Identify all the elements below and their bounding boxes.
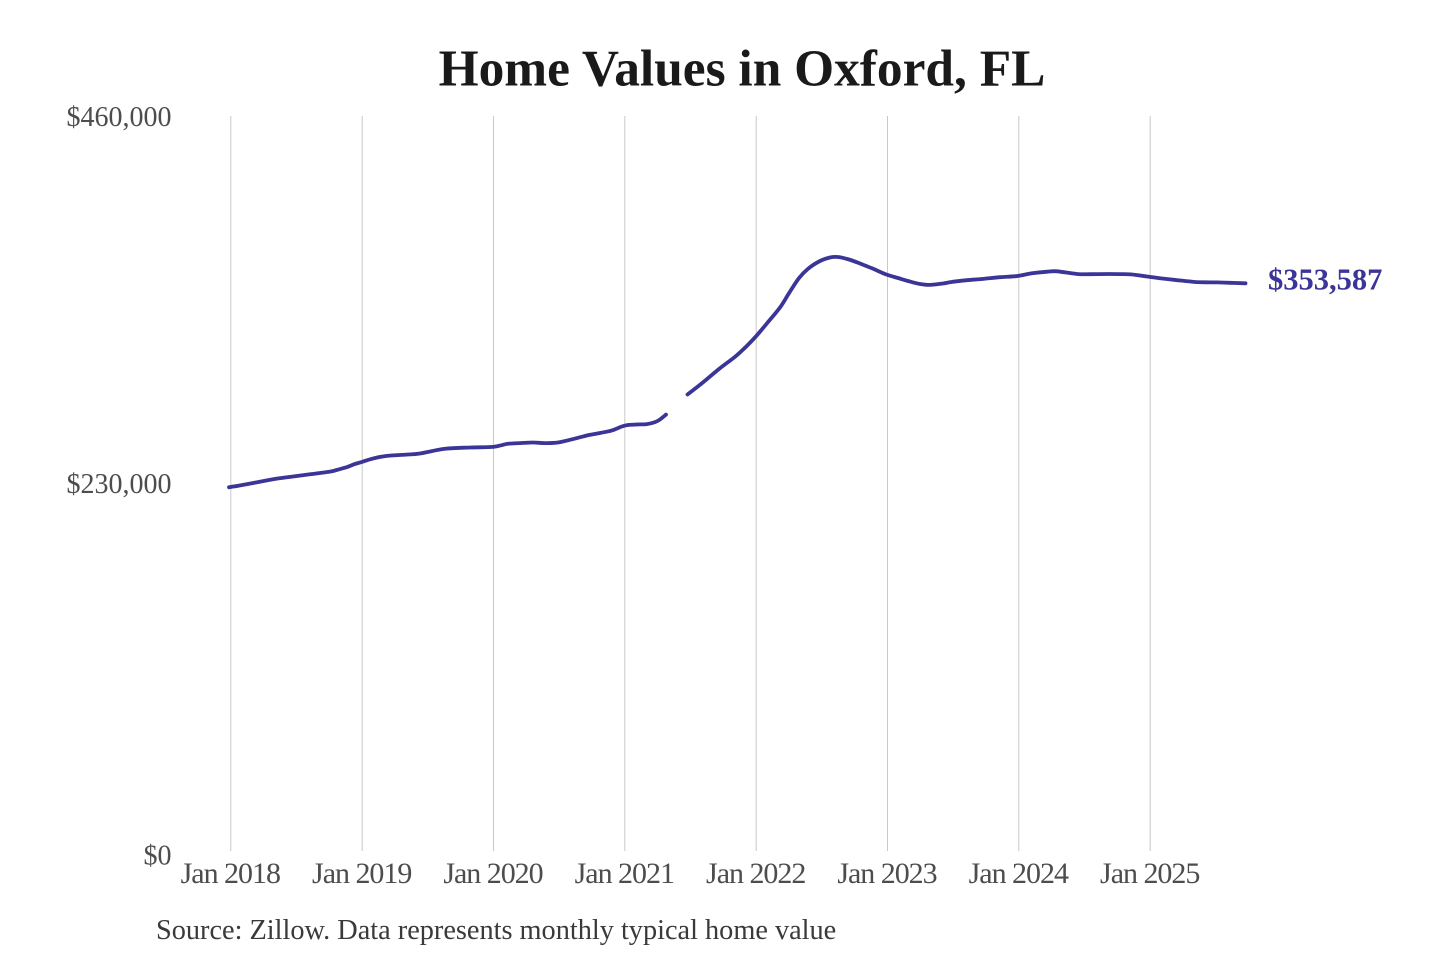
svg-text:Jan 2018: Jan 2018	[181, 857, 281, 890]
svg-text:Jan 2020: Jan 2020	[443, 857, 543, 890]
svg-text:$460,000: $460,000	[67, 102, 172, 133]
svg-text:$230,000: $230,000	[67, 469, 172, 500]
svg-text:Jan 2024: Jan 2024	[969, 857, 1069, 890]
svg-text:Source: Zillow. Data represent: Source: Zillow. Data represents monthly …	[156, 915, 836, 946]
svg-text:Jan 2025: Jan 2025	[1100, 857, 1200, 890]
svg-text:$353,587: $353,587	[1268, 263, 1382, 297]
svg-text:Jan 2023: Jan 2023	[837, 857, 937, 890]
svg-text:Jan 2019: Jan 2019	[312, 857, 412, 890]
svg-text:Jan 2022: Jan 2022	[706, 857, 806, 890]
svg-text:Home Values in Oxford, FL: Home Values in Oxford, FL	[439, 41, 1046, 98]
svg-text:Jan 2021: Jan 2021	[575, 857, 675, 890]
svg-text:$0: $0	[144, 841, 172, 872]
